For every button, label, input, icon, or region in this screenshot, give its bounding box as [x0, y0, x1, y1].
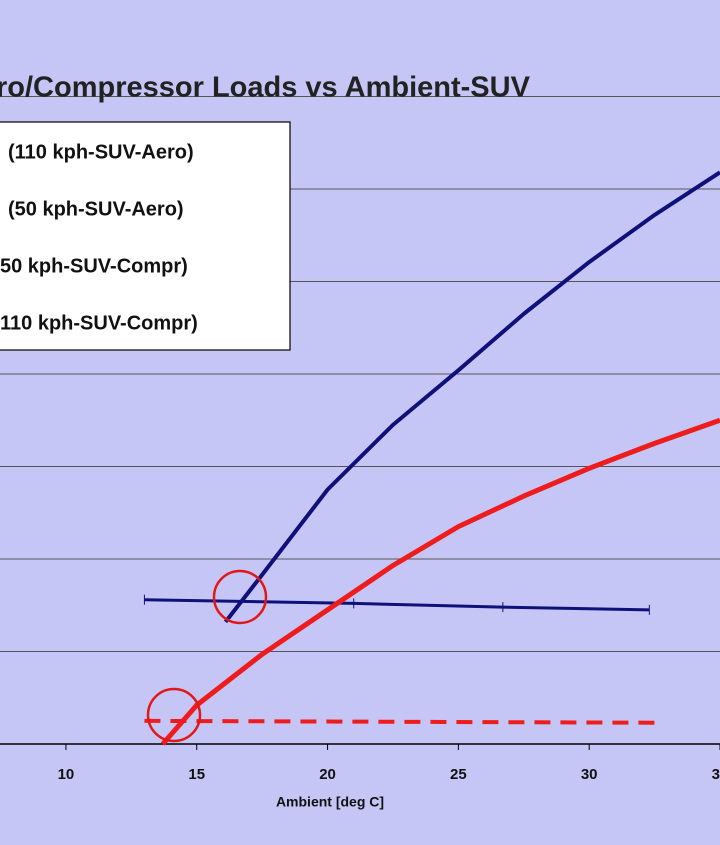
- legend: [0, 121, 291, 351]
- legend-label: 110 kph-SUV-Compr): [0, 312, 198, 334]
- series-line: [223, 170, 720, 624]
- legend-entries: (110 kph-SUV-Aero) (50 kph-SUV-Aero) 50 kp…: [0, 141, 198, 334]
- x-tick-label: 20: [319, 766, 336, 783]
- x-tick-label: 10: [58, 766, 75, 783]
- legend-label: (50 kph-SUV-Aero): [8, 198, 184, 220]
- highlight-circle: [212, 569, 268, 625]
- x-tick-label: 35: [712, 766, 720, 783]
- plot-area: [143, 170, 720, 746]
- highlight-circle: [146, 687, 202, 743]
- x-tick-label: 30: [581, 766, 598, 783]
- grid: 10 15 20 25 30 35: [0, 96, 720, 783]
- series-line: [160, 417, 720, 746]
- legend-label: 50 kph-SUV-Compr): [0, 255, 188, 277]
- chart-title: ro/Compressor Loads vs Ambient-SUV: [0, 72, 531, 104]
- series-line: [144, 718, 655, 725]
- series-line: [144, 598, 650, 612]
- x-axis-label: Ambient [deg C]: [276, 794, 384, 810]
- x-tick-label: 15: [188, 766, 205, 783]
- legend-label: (110 kph-SUV-Aero): [8, 141, 194, 163]
- x-tick-label: 25: [450, 766, 467, 783]
